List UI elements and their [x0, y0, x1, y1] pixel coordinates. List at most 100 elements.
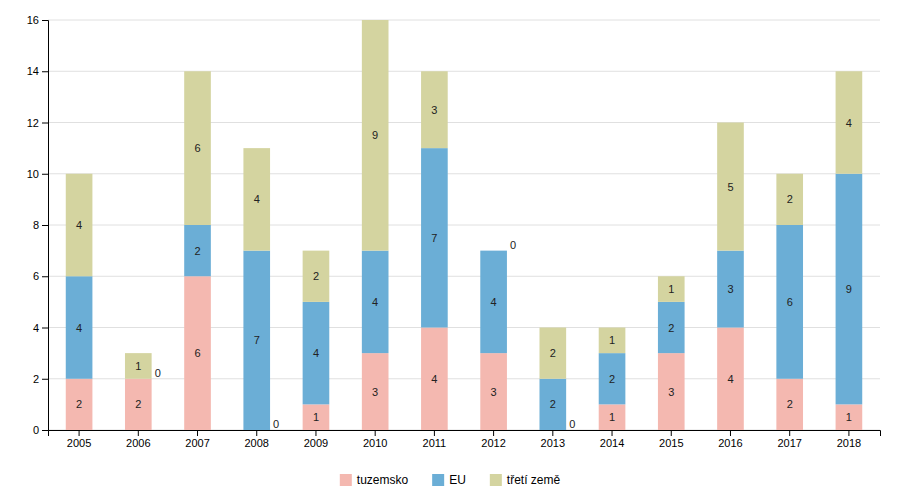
y-tick-mark	[42, 379, 48, 380]
bar-segment	[303, 404, 330, 430]
x-tick-mark	[256, 430, 257, 436]
legend-swatch	[432, 474, 444, 486]
x-tick-mark	[493, 430, 494, 436]
x-tick-label: 2017	[777, 437, 801, 449]
grid-line	[48, 378, 880, 379]
data-label: 4	[313, 347, 319, 359]
x-tick-label: 2006	[126, 437, 150, 449]
bar-segment	[66, 276, 93, 379]
data-label: 4	[431, 373, 437, 385]
legend: tuzemsko EU třetí země	[340, 473, 561, 487]
bar-segment	[66, 174, 93, 277]
bar-segment	[540, 379, 567, 430]
data-label: 4	[372, 296, 378, 308]
legend-item: EU	[432, 473, 466, 487]
bar-segment	[836, 71, 863, 174]
data-label: 3	[372, 386, 378, 398]
x-tick-label: 2018	[837, 437, 861, 449]
grid	[48, 20, 880, 430]
data-label: 2	[76, 398, 82, 410]
y-tick: 2	[33, 373, 48, 385]
data-label: 3	[431, 104, 437, 116]
data-label: 3	[491, 386, 497, 398]
x-tick: 2008	[244, 430, 268, 449]
x-tick: 2007	[185, 430, 209, 449]
x-tick: 2014	[600, 430, 624, 449]
y-tick-mark	[42, 225, 48, 226]
data-label: 1	[609, 334, 615, 346]
grid-line	[48, 327, 880, 328]
bar-segment	[125, 379, 152, 430]
x-tick-mark	[789, 430, 790, 436]
y-tick-mark	[42, 20, 48, 21]
data-label: 2	[194, 245, 200, 257]
data-labels: 2260134301342140274474222369416429302115…	[76, 104, 852, 430]
data-label: 4	[491, 296, 497, 308]
data-label: 7	[431, 232, 437, 244]
legend-label: tuzemsko	[357, 473, 409, 487]
data-label: 4	[846, 117, 852, 129]
bars	[66, 20, 862, 430]
data-label: 2	[787, 193, 793, 205]
x-tick-label: 2005	[67, 437, 91, 449]
y-tick: 16	[27, 14, 48, 26]
data-label: 1	[668, 283, 674, 295]
y-tick-label: 16	[27, 14, 39, 26]
x-tick-mark	[315, 430, 316, 436]
x-tick-label: 2012	[481, 437, 505, 449]
y-tick-mark	[42, 71, 48, 72]
data-label: 7	[254, 334, 260, 346]
bar-segment	[480, 251, 507, 354]
data-label: 2	[668, 322, 674, 334]
data-label: 2	[550, 347, 556, 359]
legend-label: třetí země	[507, 473, 561, 487]
x-tick-label: 2014	[600, 437, 624, 449]
bar-segment	[717, 123, 744, 251]
bar-segment	[421, 328, 448, 431]
data-label: 4	[76, 219, 82, 231]
x-tick-mark	[138, 430, 139, 436]
bar-segment	[599, 404, 626, 430]
bar-segment	[184, 71, 211, 225]
y-tick-mark	[42, 276, 48, 277]
x-tick: 2015	[659, 430, 683, 449]
bar-segment	[303, 302, 330, 405]
data-label: 1	[846, 411, 852, 423]
y-tick-label: 14	[27, 65, 39, 77]
data-label: 3	[727, 283, 733, 295]
x-tick: 2010	[363, 430, 387, 449]
data-label: 1	[313, 411, 319, 423]
data-label: 0	[155, 367, 161, 379]
bar-segment	[125, 353, 152, 379]
bar-segment	[540, 328, 567, 379]
data-label: 5	[727, 181, 733, 193]
x-tick-mark	[848, 430, 849, 436]
data-label: 0	[273, 418, 279, 430]
bar-segment	[599, 328, 626, 354]
bar-segment	[421, 71, 448, 148]
x-tick: 2013	[541, 430, 565, 449]
x-tick-mark	[671, 430, 672, 436]
y-tick: 6	[33, 270, 48, 282]
data-label: 6	[194, 347, 200, 359]
bar-segment	[362, 251, 389, 354]
bar-segment	[243, 251, 270, 430]
bar-segment	[836, 174, 863, 405]
bar-segment	[243, 148, 270, 251]
legend-label: EU	[449, 473, 466, 487]
x-tick-label: 2007	[185, 437, 209, 449]
y-tick: 14	[27, 65, 48, 77]
grid-line	[48, 276, 880, 277]
bar-segment	[658, 353, 685, 430]
x-tick: 2011	[423, 430, 447, 449]
bar-segment	[776, 379, 803, 430]
y-tick-label: 8	[33, 219, 39, 231]
x-tick: 2018	[837, 430, 861, 449]
data-label: 4	[254, 193, 260, 205]
y-tick: 4	[33, 322, 48, 334]
data-label: 2	[609, 373, 615, 385]
x-tick-label: 2008	[244, 437, 268, 449]
y-tick-mark	[42, 328, 48, 329]
data-label: 2	[313, 270, 319, 282]
x-tick-mark	[79, 430, 80, 436]
